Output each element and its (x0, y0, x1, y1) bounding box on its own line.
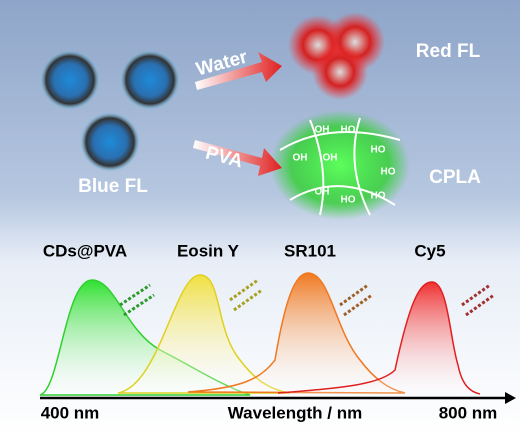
label-blue: Blue FL (78, 176, 148, 197)
molecule-icons (119, 278, 495, 317)
hydroxyl-label: OH (315, 125, 330, 136)
blue-dots (40, 50, 180, 172)
spectra (39, 272, 481, 396)
hydroxyl-label: OH (293, 153, 308, 164)
hydroxyl-label: HO (341, 195, 356, 206)
arrow-pva (193, 140, 282, 176)
dye-label: CDs@PVA (43, 241, 127, 260)
hydroxyl-group: OH HO OH OH HO HO OH HO HO (293, 125, 396, 206)
axis-end: 800 nm (439, 403, 498, 422)
hydroxyl-label: OH (315, 187, 330, 198)
hydroxyl-label: HO (371, 145, 386, 156)
dye-label: Cy5 (414, 241, 445, 260)
hydroxyl-label: HO (381, 167, 396, 178)
label-cpla: CPLA (429, 167, 481, 188)
axis-arrow (505, 392, 516, 404)
red-cluster (288, 12, 385, 100)
green-network (270, 110, 410, 220)
hydroxyl-label: OH (323, 153, 338, 164)
axis-start: 400 nm (41, 403, 100, 422)
hydroxyl-label: HO (341, 125, 356, 136)
hydroxyl-label: HO (371, 191, 386, 202)
arrow-water (195, 52, 282, 90)
dye-label: Eosin Y (177, 241, 240, 260)
label-red: Red FL (416, 41, 481, 62)
dye-label: SR101 (284, 241, 336, 260)
axis-title: Wavelength / nm (228, 403, 362, 422)
